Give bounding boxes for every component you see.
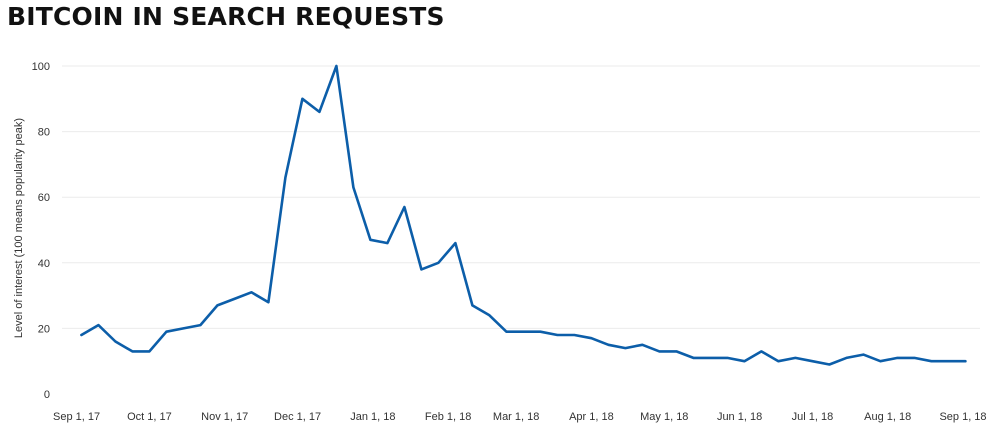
y-tick-label: 0 [44,389,50,401]
x-tick-label: Feb 1, 18 [425,411,471,423]
gridlines [62,65,980,329]
chart-title: BITCOIN IN SEARCH REQUESTS [7,2,445,31]
x-tick-label: Mar 1, 18 [493,411,539,423]
y-tick-label: 80 [38,127,50,139]
x-axis: Sep 1, 17 Oct 1, 17 Nov 1, 17 Dec 1, 17 Jan … [53,411,987,423]
x-tick-label: Dec 1, 17 [274,411,321,423]
y-tick-label: 20 [38,323,50,335]
y-tick-label: 40 [38,258,50,270]
series-line [80,64,967,366]
x-tick-label: May 1, 18 [640,411,688,423]
y-tick-label: 60 [38,192,50,204]
x-tick-label: Nov 1, 17 [201,411,248,423]
x-tick-label: Aug 1, 18 [864,411,911,423]
y-axis: 0 20 40 60 80 100 [32,61,50,401]
x-tick-label: Apr 1, 18 [569,411,614,423]
x-tick-label: Jun 1, 18 [717,411,762,423]
x-tick-label: Oct 1, 17 [127,411,172,423]
y-axis-title: Level of interest (100 means popularity … [13,118,25,338]
x-tick-label: Jan 1, 18 [350,411,395,423]
x-tick-label: Sep 1, 17 [53,411,100,423]
x-tick-label: Sep 1, 18 [939,411,986,423]
y-tick-label: 100 [32,61,50,73]
x-tick-label: Jul 1, 18 [792,411,834,423]
